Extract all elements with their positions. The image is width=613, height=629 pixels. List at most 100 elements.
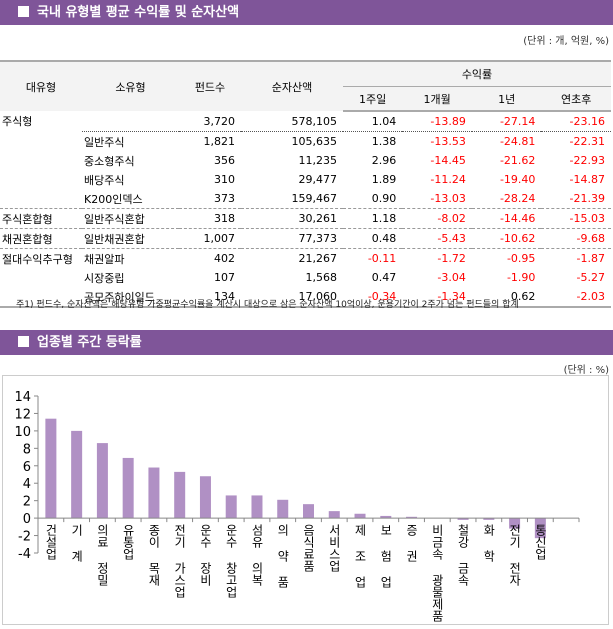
table-cell: -27.14 <box>471 111 542 132</box>
table-cell: 30,261 <box>241 208 343 229</box>
table-cell: -8.02 <box>402 208 472 229</box>
table-cell: 310 <box>214 173 235 186</box>
y-tick-label: 2 <box>23 495 31 510</box>
square-icon <box>18 6 29 17</box>
x-tick-label: 음식료품 <box>302 524 316 572</box>
y-tick-label: 8 <box>23 442 31 457</box>
table-cell <box>0 189 82 209</box>
table-cell: -28.24 <box>499 192 536 205</box>
table-cell: 17,060 <box>241 287 343 308</box>
table-cell: 주식혼합형 <box>0 208 82 229</box>
table-cell: 0.62 <box>471 287 542 308</box>
table-cell: 373 <box>214 192 235 205</box>
table-cell: -14.87 <box>569 173 605 186</box>
bar-제조업 <box>354 513 366 519</box>
table-cell: 절대수익추구형 <box>0 248 82 268</box>
footnote: 주1) 펀드수, 순자산액은 해당유형 가중평균수익률을 계산시 대상으로 삼은… <box>16 300 519 310</box>
table-cell: 107 <box>214 271 235 284</box>
table-cell: 공모주하이일드 <box>82 287 179 308</box>
table-row: 공모주하이일드 134 17,060 -0.34 -1.34 0.62 -2.03 <box>0 287 611 308</box>
table-row: 시장중립 107 1,568 0.47 -3.04 -1.90 -5.27 <box>0 268 611 287</box>
table-row: 채권혼합형 일반채권혼합 1,007 77,373 0.48 -5.43 -10.62 -9.… <box>0 228 611 249</box>
table-cell: 채권혼합형 <box>0 228 82 249</box>
x-tick-label: 비금속 광물제품 <box>430 524 444 622</box>
table-cell: 77,373 <box>241 228 343 249</box>
table-cell: 0.90 <box>371 192 397 205</box>
table-cell: 채권알파 <box>82 248 179 268</box>
table-cell: -22.31 <box>569 135 605 148</box>
x-tick-label: 증 권 <box>405 524 419 562</box>
x-tick-label: 의 약 품 <box>276 524 290 588</box>
table-cell: 11,235 <box>298 154 338 167</box>
table-cell: -0.95 <box>471 248 542 268</box>
bar-건설업 <box>45 418 57 519</box>
bar-의료정밀 <box>96 443 108 519</box>
table-cell: 402 <box>179 248 241 268</box>
table-row: 배당주식 310 29,477 1.89 -11.24 -19.40 -14.87 <box>0 170 611 189</box>
section-title: 업종별 주간 등락률 <box>37 335 142 350</box>
table-cell: -21.62 <box>499 154 536 167</box>
square-icon <box>18 336 29 347</box>
col-1w: 1주일 <box>343 86 403 112</box>
col-assets: 순자산액 <box>241 60 343 111</box>
table-cell <box>0 170 82 189</box>
table-row: K200인덱스 373 159,467 0.90 -13.03 -28.24 -21.39 <box>0 189 611 209</box>
table-cell: 배당주식 <box>84 173 125 187</box>
section-header-fund-returns: 국내 유형별 평균 수익률 및 순자산액 <box>0 0 613 25</box>
table-cell: -15.03 <box>541 208 611 229</box>
table-cell: 1.04 <box>343 111 403 132</box>
table-cell: K200인덱스 <box>84 192 143 206</box>
sector-chart: -4 -2 0 2 4 6 8 10 12 14 건설업 기 계 의료 정밀 유통업 종이 목재 전기 가스업… <box>2 375 609 625</box>
table-cell: 29,477 <box>298 173 338 186</box>
table-cell: -9.68 <box>541 228 611 249</box>
bar-유통업 <box>122 457 134 519</box>
col-major: 대유형 <box>0 60 82 111</box>
x-tick-label: 의료 정밀 <box>95 524 109 586</box>
table-cell: -1.72 <box>402 248 472 268</box>
table-cell: 0.48 <box>343 228 403 249</box>
table-cell: 318 <box>179 208 241 229</box>
table-cell: 1,007 <box>179 228 241 249</box>
table-cell: -19.40 <box>499 173 536 186</box>
bar-운수창고업 <box>225 495 237 519</box>
x-tick-label: 서비스업 <box>327 524 341 572</box>
bar-화학 <box>483 518 495 520</box>
y-tick-label: 6 <box>23 460 31 475</box>
table-cell <box>0 287 82 308</box>
table-cell: 1.38 <box>371 135 397 148</box>
table-cell: 일반채권혼합 <box>82 228 179 249</box>
y-tick-label: -2 <box>18 530 31 545</box>
table-cell: -14.46 <box>471 208 542 229</box>
col-minor: 소유형 <box>82 60 179 111</box>
table-cell: -13.53 <box>430 135 466 148</box>
y-tick-label: 12 <box>14 407 31 422</box>
table-cell: -0.11 <box>343 248 403 268</box>
table-cell: 2.96 <box>371 154 397 167</box>
table-cell: 1.18 <box>343 208 403 229</box>
unit-label: (단위 : %) <box>563 365 609 376</box>
x-tick-label: 제 조 업 <box>353 524 367 588</box>
bar-기계 <box>71 430 83 519</box>
table-cell <box>82 111 179 132</box>
table-cell: 1,568 <box>305 271 338 284</box>
table-cell: -2.03 <box>541 287 611 308</box>
bar-서비스업 <box>328 511 340 519</box>
x-tick-label: 화 학 <box>482 524 496 562</box>
table-cell: 일반주식혼합 <box>82 208 179 229</box>
table-cell: 21,267 <box>241 248 343 268</box>
table-cell: -10.62 <box>471 228 542 249</box>
table-row: 일반주식 1,821 105,635 1.38 -13.53 -24.81 -22.31 <box>0 132 611 152</box>
x-tick-label: 보 험 업 <box>379 524 393 588</box>
bar-전기가스업 <box>174 471 186 519</box>
section-title: 국내 유형별 평균 수익률 및 순자산액 <box>37 5 240 20</box>
x-tick-label: 섬유 의복 <box>250 524 264 586</box>
table-cell: -5.27 <box>576 271 605 284</box>
y-tick-label: 4 <box>23 477 31 492</box>
table-cell: -13.03 <box>430 192 466 205</box>
table-cell: -11.24 <box>430 173 466 186</box>
col-returns: 수익률 <box>343 60 611 87</box>
x-tick-label: 운수 장비 <box>198 524 212 586</box>
table-cell: 1,821 <box>203 135 236 148</box>
bar-운수장비 <box>199 476 211 519</box>
table-cell: -1.34 <box>402 287 472 308</box>
